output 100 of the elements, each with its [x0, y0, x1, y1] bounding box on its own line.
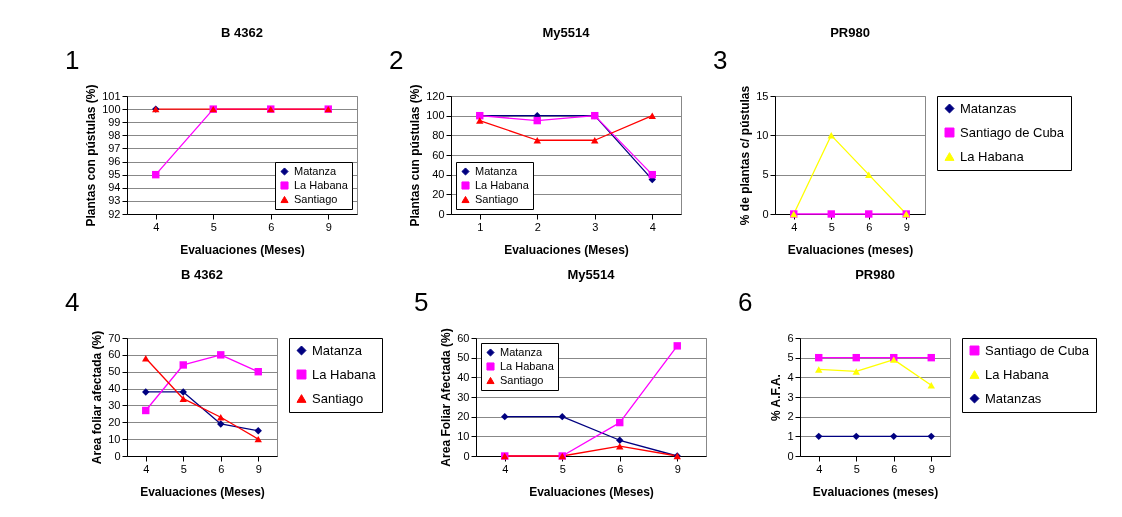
y-tick-label: 0: [762, 207, 769, 220]
x-tick-label: 9: [674, 462, 681, 475]
x-tick-label: 5: [828, 220, 835, 233]
y-tick-label: 97: [108, 141, 121, 154]
legend-label: La Habana: [960, 148, 1025, 164]
x-tick-label: 6: [891, 462, 898, 475]
y-tick-label: 95: [108, 168, 121, 181]
legend-label: Matanzas: [985, 390, 1042, 406]
x-tick-label: 4: [649, 220, 656, 233]
y-axis-title: Plantas cun pústulas (%): [408, 84, 423, 227]
legend-label: Santiago: [475, 192, 519, 205]
y-axis-title: Area Foliar Afectada (%): [439, 328, 454, 467]
y-tick-label: 5: [762, 168, 769, 181]
y-tick-label: 96: [108, 155, 121, 168]
x-tick-label: 4: [502, 462, 509, 475]
x-axis-title: Evaluaciones (Meses): [180, 242, 305, 257]
legend-label: La Habana: [985, 366, 1050, 382]
x-tick-label: 3: [592, 220, 599, 233]
y-tick-label: 3: [787, 390, 794, 403]
text: 3: [713, 45, 728, 75]
x-tick-label: 5: [853, 462, 860, 475]
y-tick-label: 94: [108, 181, 121, 194]
x-axis-title: Evaluaciones (meses): [812, 484, 939, 499]
x-tick-label: 5: [210, 220, 217, 233]
y-tick-label: 1: [787, 429, 794, 442]
y-tick-label: 92: [108, 207, 121, 220]
y-axis-title: Area foliar afectada (%): [90, 330, 105, 465]
x-tick-label: 4: [153, 220, 160, 233]
y-axis-title: Plantas con pústulas (%): [84, 84, 99, 227]
y-tick-label: 2: [787, 410, 794, 423]
y-tick-label: 0: [463, 449, 470, 462]
y-tick-label: 20: [457, 410, 470, 423]
legend-label: La Habana: [475, 178, 530, 191]
y-tick-label: 50: [457, 351, 470, 364]
y-tick-label: 30: [457, 390, 470, 403]
y-axis-title: % A.F.A.: [769, 374, 784, 421]
legend-label: Matanzas: [960, 100, 1017, 116]
chart-title: My5514: [567, 267, 616, 282]
y-tick-label: 93: [108, 194, 121, 207]
legend-label: Santiago: [312, 390, 364, 406]
chart-title: PR980: [830, 25, 870, 40]
y-tick-label: 101: [102, 89, 121, 102]
y-tick-label: 98: [108, 128, 121, 141]
y-axis-title: % de plantas c/ pústulas: [738, 85, 753, 226]
chart-title: B 4362: [221, 25, 263, 40]
legend-label: Matanza: [294, 164, 338, 177]
x-tick-label: 9: [325, 220, 332, 233]
y-tick-label: 10: [108, 432, 121, 445]
x-axis-title: Evaluaciones (Meses): [529, 484, 654, 499]
y-tick-label: 30: [108, 398, 121, 411]
x-tick-label: 5: [180, 462, 187, 475]
y-tick-label: 70: [108, 331, 121, 344]
text: 4: [65, 287, 80, 317]
x-tick-label: 9: [255, 462, 262, 475]
y-tick-label: 40: [457, 370, 470, 383]
y-tick-label: 4: [787, 370, 794, 383]
y-tick-label: 40: [432, 168, 445, 181]
x-axis-title: Evaluaciones (Meses): [140, 484, 265, 499]
y-tick-label: 6: [787, 331, 794, 344]
y-tick-label: 80: [432, 128, 445, 141]
x-tick-label: 2: [534, 220, 541, 233]
x-tick-label: 6: [617, 462, 624, 475]
x-tick-label: 6: [218, 462, 225, 475]
y-tick-label: 10: [756, 128, 769, 141]
legend-label: Santiago: [294, 192, 338, 205]
x-axis-title: Evaluaciones (Meses): [504, 242, 629, 257]
y-tick-label: 5: [787, 351, 794, 364]
x-tick-label: 9: [903, 220, 910, 233]
x-tick-label: 9: [928, 462, 935, 475]
y-tick-label: 20: [108, 415, 121, 428]
y-tick-label: 99: [108, 115, 121, 128]
legend-label: La Habana: [500, 359, 555, 372]
x-tick-label: 5: [559, 462, 566, 475]
legend-label: La Habana: [294, 178, 349, 191]
legend-label: Santiago de Cuba: [985, 342, 1090, 358]
y-tick-label: 100: [102, 102, 121, 115]
x-tick-label: 6: [866, 220, 873, 233]
y-tick-label: 100: [426, 109, 445, 122]
x-tick-label: 4: [143, 462, 150, 475]
x-tick-label: 6: [268, 220, 275, 233]
chart-title: My5514: [542, 25, 591, 40]
y-tick-label: 50: [108, 365, 121, 378]
chart-title: B 4362: [181, 267, 223, 282]
x-tick-label: 1: [477, 220, 484, 233]
y-tick-label: 60: [457, 331, 470, 344]
legend-label: Santiago de Cuba: [960, 124, 1065, 140]
y-tick-label: 120: [426, 89, 445, 102]
legend-label: Matanza: [312, 342, 363, 358]
y-tick-label: 60: [432, 148, 445, 161]
y-tick-label: 60: [108, 348, 121, 361]
chart-title: PR980: [855, 267, 895, 282]
y-tick-label: 0: [438, 207, 445, 220]
y-tick-label: 0: [114, 449, 121, 462]
text: 1: [65, 45, 80, 75]
y-tick-label: 10: [457, 429, 470, 442]
y-tick-label: 0: [787, 449, 794, 462]
text: 2: [389, 45, 404, 75]
legend-label: La Habana: [312, 366, 377, 382]
y-tick-label: 20: [432, 187, 445, 200]
y-tick-label: 40: [108, 382, 121, 395]
